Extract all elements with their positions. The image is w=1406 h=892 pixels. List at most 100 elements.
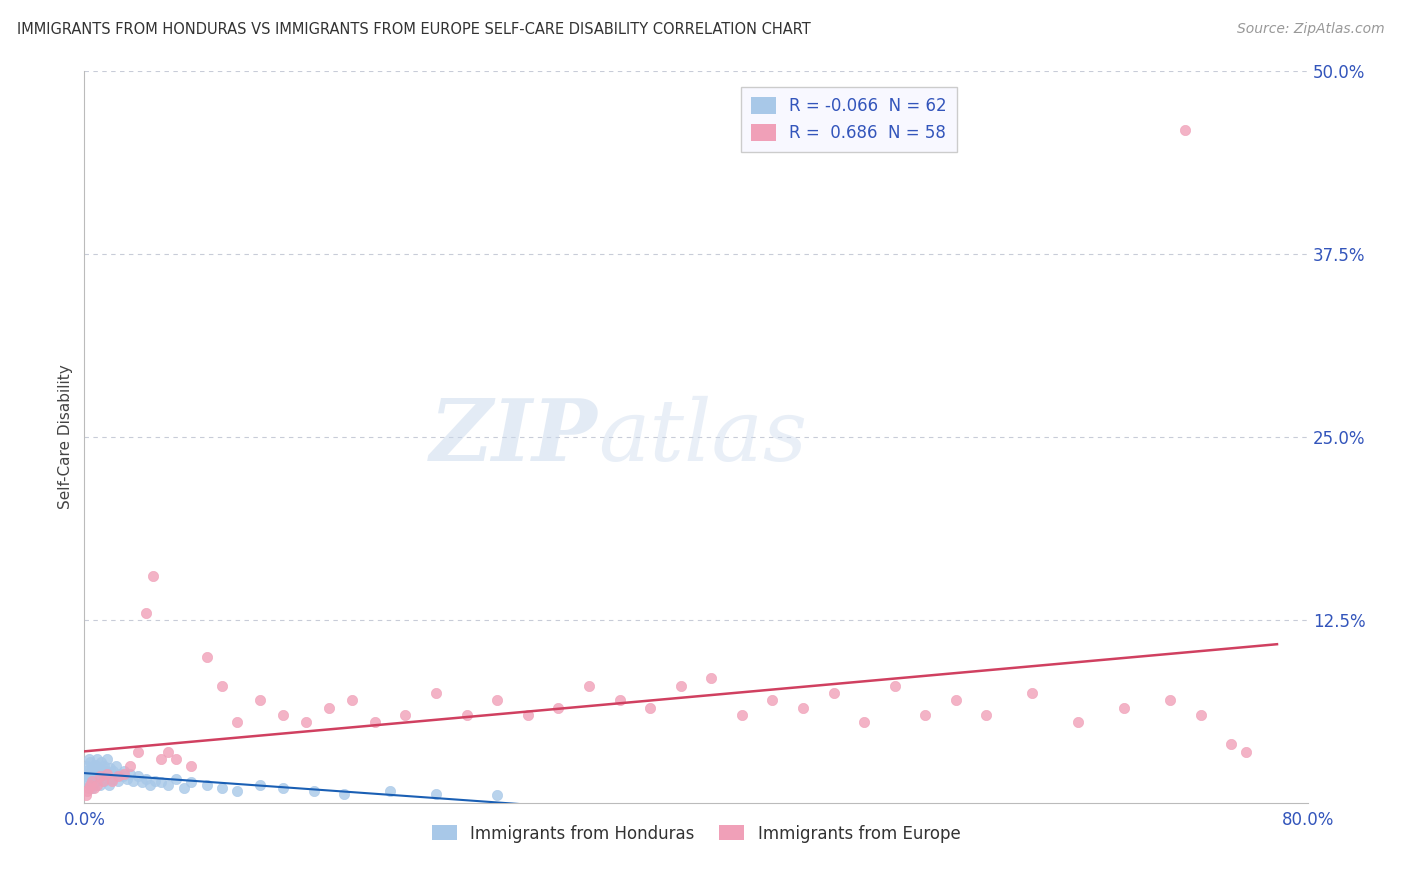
Point — [249, 693, 271, 707]
Point — [75, 769, 97, 783]
Point — [80, 772, 103, 787]
Point — [135, 606, 157, 620]
Point — [149, 775, 172, 789]
Y-axis label: Self-Care Disability: Self-Care Disability — [58, 365, 73, 509]
Point — [107, 773, 129, 788]
Point — [333, 787, 356, 801]
Point — [1236, 745, 1258, 759]
Point — [945, 693, 967, 707]
Point — [486, 693, 509, 707]
Point — [135, 772, 157, 787]
Point — [149, 752, 172, 766]
Point — [93, 759, 115, 773]
Point — [84, 757, 107, 772]
Point — [700, 672, 723, 686]
Point — [195, 778, 218, 792]
Point — [1189, 708, 1212, 723]
Point — [79, 755, 101, 769]
Point — [80, 761, 103, 775]
Point — [75, 764, 97, 778]
Point — [122, 773, 145, 788]
Point — [143, 773, 166, 788]
Point — [94, 764, 117, 778]
Point — [103, 764, 125, 778]
Point — [211, 781, 233, 796]
Point — [101, 772, 124, 787]
Point — [364, 715, 387, 730]
Point — [547, 700, 569, 714]
Point — [853, 715, 876, 730]
Point — [142, 569, 165, 583]
Point — [340, 693, 363, 707]
Point — [96, 752, 118, 766]
Point — [127, 745, 149, 759]
Point — [165, 772, 187, 787]
Point — [180, 775, 202, 789]
Point — [380, 784, 402, 798]
Point — [115, 772, 138, 787]
Point — [425, 686, 447, 700]
Point — [823, 686, 845, 700]
Point — [79, 778, 101, 792]
Point — [1174, 123, 1197, 137]
Point — [976, 708, 998, 723]
Point — [127, 769, 149, 783]
Point — [425, 787, 447, 801]
Point — [84, 775, 107, 789]
Point — [914, 708, 936, 723]
Point — [93, 773, 115, 788]
Point — [86, 766, 108, 780]
Point — [302, 784, 325, 798]
Point — [120, 766, 142, 780]
Point — [107, 769, 129, 783]
Point — [195, 649, 218, 664]
Point — [139, 778, 162, 792]
Point — [76, 784, 98, 798]
Point — [271, 708, 294, 723]
Point — [1114, 700, 1136, 714]
Point — [112, 766, 135, 780]
Point — [516, 708, 538, 723]
Point — [79, 778, 101, 792]
Point — [211, 679, 233, 693]
Point — [80, 781, 103, 796]
Text: atlas: atlas — [598, 396, 807, 478]
Point — [77, 766, 100, 780]
Text: Source: ZipAtlas.com: Source: ZipAtlas.com — [1237, 22, 1385, 37]
Point — [131, 775, 153, 789]
Point — [87, 764, 110, 778]
Point — [1159, 693, 1181, 707]
Point — [91, 766, 114, 780]
Point — [104, 769, 127, 783]
Point — [96, 766, 118, 780]
Point — [1021, 686, 1043, 700]
Point — [669, 679, 692, 693]
Point — [120, 759, 142, 773]
Text: IMMIGRANTS FROM HONDURAS VS IMMIGRANTS FROM EUROPE SELF-CARE DISABILITY CORRELAT: IMMIGRANTS FROM HONDURAS VS IMMIGRANTS F… — [17, 22, 811, 37]
Point — [1067, 715, 1090, 730]
Point — [173, 781, 195, 796]
Point — [89, 778, 111, 792]
Point — [90, 769, 112, 783]
Point — [89, 769, 111, 783]
Point — [761, 693, 783, 707]
Point — [98, 761, 121, 775]
Point — [80, 773, 103, 788]
Point — [86, 752, 108, 766]
Point — [76, 773, 98, 788]
Point — [75, 789, 97, 803]
Point — [90, 755, 112, 769]
Point — [112, 764, 135, 778]
Point — [271, 781, 294, 796]
Point — [77, 781, 100, 796]
Point — [108, 766, 131, 780]
Point — [165, 752, 187, 766]
Point — [638, 700, 661, 714]
Point — [83, 764, 105, 778]
Legend: Immigrants from Honduras, Immigrants from Europe: Immigrants from Honduras, Immigrants fro… — [425, 818, 967, 849]
Point — [105, 759, 128, 773]
Point — [87, 772, 110, 787]
Point — [77, 752, 100, 766]
Point — [157, 778, 180, 792]
Point — [83, 769, 105, 783]
